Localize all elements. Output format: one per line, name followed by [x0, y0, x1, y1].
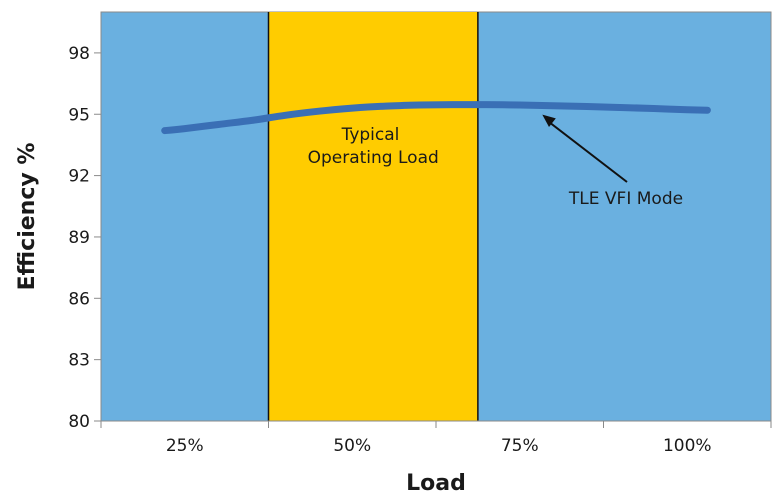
- band-label-line-2: Operating Load: [308, 148, 439, 168]
- x-axis-title: Load: [406, 471, 466, 496]
- x-axis: 25% 50% 75% 100%: [100, 420, 772, 456]
- y-axis-title: Efficiency %: [15, 143, 40, 291]
- y-tick-label: 83: [68, 351, 90, 371]
- y-tick-label: 95: [68, 105, 90, 125]
- y-tick-label: 92: [68, 167, 90, 187]
- annotation-arrow: [546, 119, 628, 183]
- band-label-line-1: Typical: [341, 125, 400, 145]
- band-label: Typical Operating Load: [308, 125, 439, 168]
- annotation-arrow-head: [542, 114, 556, 127]
- y-tick-label: 98: [68, 44, 90, 64]
- x-tick-label: 25%: [166, 436, 204, 456]
- x-tick-label: 100%: [663, 436, 712, 456]
- y-tick-label: 89: [68, 228, 90, 248]
- x-tick-label: 50%: [333, 436, 371, 456]
- typical-operating-load-band: [268, 12, 478, 421]
- y-tick-label: 80: [68, 412, 90, 432]
- y-tick-label: 86: [68, 289, 90, 309]
- series-line-tle-vfi-mode: [161, 101, 711, 135]
- y-axis: 80 83 86 89 92 95 98: [68, 12, 102, 432]
- x-tick-label: 75%: [501, 436, 539, 456]
- annotation-label: TLE VFI Mode: [568, 189, 683, 209]
